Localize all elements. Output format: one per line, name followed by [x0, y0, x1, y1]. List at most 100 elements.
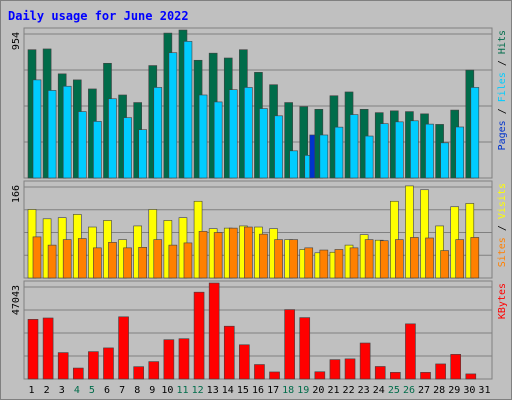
bar-files: [395, 121, 404, 179]
bar-files: [364, 135, 374, 179]
bar-files: [32, 79, 42, 179]
bar-sites: [319, 249, 329, 279]
bar-files: [379, 123, 389, 179]
x-tick-label: 18: [282, 385, 294, 396]
x-tick-label: 31: [478, 385, 490, 396]
bar-kbytes: [118, 316, 129, 380]
bar-sites: [334, 249, 344, 279]
bar-sites: [168, 244, 178, 279]
bar-files: [349, 114, 359, 179]
bar-sites: [153, 239, 163, 279]
bar-files: [123, 117, 132, 179]
bar-kbytes: [435, 363, 446, 380]
bar-files: [440, 142, 449, 179]
bar-kbytes: [57, 352, 69, 380]
bar-sites: [32, 236, 42, 279]
legend-entry: Hits: [497, 30, 508, 54]
bar-kbytes: [465, 373, 477, 380]
bar-files: [213, 101, 223, 179]
legend-entry: Visits: [497, 183, 508, 219]
legend-entry: Sites: [497, 237, 508, 267]
bar-hits: [284, 102, 293, 179]
bar-kbytes: [208, 282, 220, 380]
bar-sites: [138, 247, 147, 279]
bar-kbytes: [344, 358, 356, 380]
x-tick-label: 12: [192, 385, 204, 396]
legend-entry: Pages: [497, 120, 508, 150]
y-max-label-bottom: 47043: [11, 285, 22, 315]
x-tick-label: 23: [358, 385, 370, 396]
bar-kbytes: [269, 371, 280, 380]
legend-middle: Sites / Visits: [497, 183, 508, 267]
bar-files: [153, 87, 163, 179]
bar-sites: [440, 250, 449, 279]
bar-sites: [123, 247, 132, 279]
x-tick-label: 21: [327, 385, 339, 396]
x-tick-label: 25: [388, 385, 400, 396]
legend-top: Pages / Files / Hits: [497, 30, 508, 150]
bar-files: [62, 85, 72, 179]
bar-kbytes: [72, 367, 84, 380]
legend-bottom: KBytes: [497, 283, 508, 319]
bar-sites: [289, 239, 298, 279]
bar-kbytes: [42, 317, 54, 380]
bar-sites: [93, 247, 102, 279]
x-tick-label: 19: [297, 385, 309, 396]
x-tick-label: 22: [343, 385, 355, 396]
bar-files: [228, 89, 238, 179]
bar-kbytes: [284, 309, 295, 380]
bar-sites: [183, 242, 193, 279]
x-tick-label: 10: [161, 385, 173, 396]
bar-files: [470, 87, 480, 179]
bar-kbytes: [88, 351, 99, 380]
x-tick-label: 6: [104, 385, 110, 396]
bar-sites: [455, 239, 465, 279]
bar-kbytes: [254, 364, 265, 380]
bar-hits: [299, 106, 309, 179]
bar-sites: [198, 231, 208, 279]
bar-kbytes: [163, 339, 175, 380]
x-tick-label: 13: [207, 385, 219, 396]
x-tick-label: 17: [267, 385, 279, 396]
bar-files: [259, 108, 268, 179]
bar-kbytes: [420, 372, 431, 380]
bar-kbytes: [178, 338, 190, 380]
bar-files: [425, 123, 434, 179]
bar-sites: [108, 242, 117, 279]
bar-files: [198, 94, 208, 179]
bar-files: [319, 134, 329, 179]
bar-files: [108, 98, 117, 179]
bar-kbytes: [299, 317, 311, 380]
bar-sites: [425, 237, 434, 279]
bar-sites: [395, 239, 404, 279]
x-tick-label: 8: [134, 385, 140, 396]
bar-files: [410, 120, 419, 179]
bar-files: [244, 87, 253, 179]
x-tick-label: 16: [252, 385, 264, 396]
bar-sites: [213, 232, 223, 279]
y-max-label-top: 954: [11, 32, 22, 50]
legend-entry: /: [497, 102, 508, 120]
chart-title: Daily usage for June 2022: [8, 9, 189, 23]
x-tick-label: 20: [312, 385, 324, 396]
bar-kbytes: [314, 371, 326, 380]
bar-kbytes: [359, 342, 371, 380]
bar-visits: [420, 189, 429, 279]
x-tick-label: 29: [448, 385, 460, 396]
bar-files: [93, 121, 102, 179]
x-tick-label: 2: [44, 385, 50, 396]
bar-files: [77, 111, 87, 179]
x-tick-label: 9: [149, 385, 155, 396]
bar-sites: [228, 227, 238, 279]
bar-kbytes: [374, 366, 386, 380]
bar-files: [334, 126, 344, 179]
x-tick-label: 11: [176, 385, 188, 396]
bar-sites: [349, 247, 359, 279]
bar-sites: [364, 239, 374, 279]
bar-sites: [259, 233, 268, 279]
bar-kbytes: [450, 354, 462, 380]
x-tick-label: 3: [59, 385, 65, 396]
x-tick-label: 5: [89, 385, 95, 396]
bar-sites: [379, 240, 389, 279]
bar-kbytes: [239, 344, 250, 380]
